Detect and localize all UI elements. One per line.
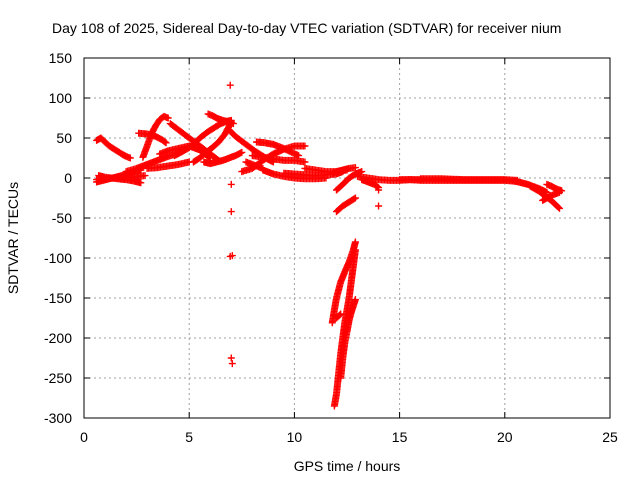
y-tick-label: 50	[56, 130, 72, 146]
data-point	[558, 187, 566, 195]
x-tick-label: 15	[392, 429, 408, 445]
data-point	[162, 139, 170, 147]
x-tick-label: 5	[185, 429, 193, 445]
chart-title: Day 108 of 2025, Sidereal Day-to-day VTE…	[52, 20, 561, 36]
x-tick-label: 25	[602, 429, 618, 445]
data-point	[228, 360, 236, 368]
data-point	[374, 183, 382, 191]
x-tick-label: 20	[497, 429, 513, 445]
data-point	[229, 120, 237, 128]
grid	[84, 58, 610, 418]
y-tick-label: 0	[64, 170, 72, 186]
y-axis-title: SDTVAR / TECUs	[5, 182, 21, 294]
data-point	[141, 172, 149, 180]
y-tick-label: -300	[44, 410, 72, 426]
data-point	[351, 194, 359, 202]
data-point	[336, 311, 344, 319]
axis-ticks: 0 5 10 15 20 25 150 100 50 0 -50 -100 -150 -200 -250 -3…	[44, 50, 618, 445]
x-tick-label: 10	[287, 429, 303, 445]
data-point	[375, 186, 383, 194]
data-point	[227, 354, 235, 362]
data-point	[351, 164, 359, 172]
x-axis-title: GPS time / hours	[294, 458, 401, 474]
data-point	[351, 296, 359, 304]
y-tick-label: -50	[52, 210, 72, 226]
data-point	[350, 195, 358, 203]
data-points	[93, 81, 566, 410]
data-point	[238, 148, 246, 156]
data-point	[164, 114, 172, 122]
data-point	[227, 208, 235, 216]
y-tick-label: -150	[44, 290, 72, 306]
data-point	[301, 142, 309, 150]
data-point	[554, 203, 562, 211]
data-point	[337, 310, 345, 318]
data-point	[351, 238, 359, 246]
plot-frame	[83, 57, 611, 419]
y-tick-label: -200	[44, 330, 72, 346]
y-tick-label: 150	[49, 50, 73, 66]
y-tick-label: -100	[44, 250, 72, 266]
data-point	[301, 158, 309, 166]
data-point	[226, 252, 234, 260]
data-point	[375, 202, 383, 210]
data-point	[227, 180, 235, 188]
data-point	[161, 138, 169, 146]
x-tick-label: 0	[80, 429, 88, 445]
y-tick-label: 100	[49, 90, 73, 106]
data-point	[259, 164, 267, 172]
data-point	[226, 81, 234, 89]
data-point	[137, 179, 145, 187]
data-point	[556, 204, 564, 212]
y-tick-label: -250	[44, 370, 72, 386]
data-point	[126, 154, 134, 162]
